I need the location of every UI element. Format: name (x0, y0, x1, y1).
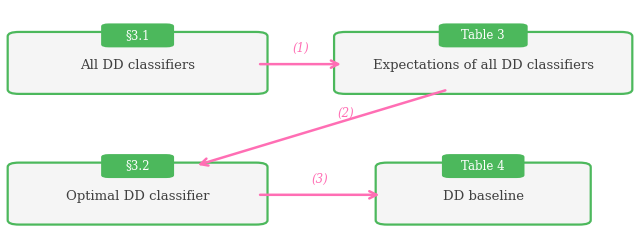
FancyBboxPatch shape (8, 32, 268, 94)
Text: §3.2: §3.2 (125, 159, 150, 173)
Text: Optimal DD classifier: Optimal DD classifier (66, 190, 209, 203)
FancyBboxPatch shape (101, 23, 174, 47)
FancyBboxPatch shape (8, 163, 268, 225)
FancyBboxPatch shape (439, 23, 528, 47)
FancyBboxPatch shape (442, 154, 525, 178)
FancyBboxPatch shape (101, 154, 174, 178)
Text: Table 3: Table 3 (461, 29, 505, 42)
Text: (1): (1) (292, 42, 309, 55)
Text: (3): (3) (312, 173, 328, 186)
FancyBboxPatch shape (376, 163, 591, 225)
Text: Expectations of all DD classifiers: Expectations of all DD classifiers (372, 59, 594, 72)
Text: §3.1: §3.1 (125, 29, 150, 42)
Text: (2): (2) (337, 107, 354, 120)
Text: DD baseline: DD baseline (443, 190, 524, 203)
Text: All DD classifiers: All DD classifiers (80, 59, 195, 72)
Text: Table 4: Table 4 (461, 159, 505, 173)
FancyBboxPatch shape (334, 32, 632, 94)
